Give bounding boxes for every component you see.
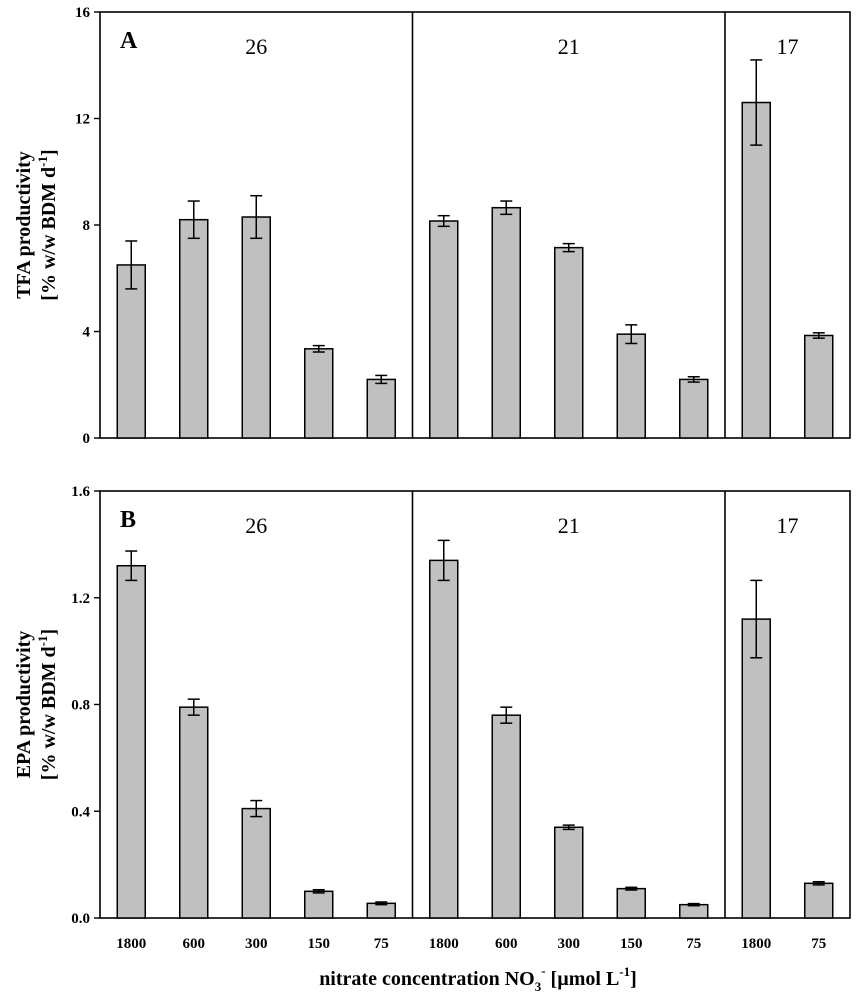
group-label-a-1: 21	[558, 34, 580, 59]
plot-frame-b	[99, 490, 851, 919]
y-tick-label-b-0: 0.0	[71, 911, 90, 927]
bar-a-0-0	[116, 264, 146, 439]
bar-b-1-3	[616, 887, 646, 919]
bar-b-0-3	[304, 890, 334, 919]
y-tick-label-b-1: 0.4	[71, 804, 90, 820]
x-tick-label-0-1: 600	[183, 936, 206, 952]
x-tick-label-2-0: 1800	[741, 936, 771, 952]
bar-a-1-3	[616, 333, 646, 439]
bar-b-0-4	[366, 902, 396, 919]
bar-a-0-3	[304, 348, 334, 439]
panel-label-a: A	[120, 28, 138, 54]
bar-b-2-0	[741, 618, 771, 919]
bar-b-2-1	[804, 882, 834, 919]
bar-a-1-0	[429, 220, 459, 439]
x-tick-label-0-4: 75	[374, 936, 389, 952]
group-label-a-2: 17	[777, 34, 799, 59]
x-tick-label-1-1: 600	[495, 936, 518, 952]
bar-a-1-4	[679, 378, 709, 439]
bar-b-1-1	[491, 714, 521, 919]
panel-b: 0.0 0.4 0.8 1.2 1.6 B EPA productivity [% w/w B…	[13, 484, 851, 952]
bar-a-1-1	[491, 206, 521, 439]
bar-a-1-2	[554, 246, 584, 439]
bar-a-0-2	[241, 216, 271, 439]
bar-b-1-4	[679, 903, 709, 919]
group-label-b-0: 26	[245, 513, 267, 538]
bar-a-0-1	[179, 218, 209, 439]
bar-b-0-1	[179, 706, 209, 919]
group-label-b-1: 21	[558, 513, 580, 538]
bar-a-2-0	[741, 101, 771, 439]
y-tick-label-b-4: 1.6	[71, 484, 90, 500]
bar-a-2-1	[804, 334, 834, 439]
x-tick-label-2-1: 75	[811, 936, 826, 952]
x-tick-label-1-4: 75	[686, 936, 701, 952]
group-label-a-0: 26	[245, 34, 267, 59]
x-tick-label-0-0: 1800	[116, 936, 146, 952]
group-label-b-2: 17	[777, 513, 799, 538]
y-tick-label-b-3: 1.2	[71, 591, 90, 607]
y-tick-label-a-0: 0	[83, 431, 91, 447]
x-tick-label-1-3: 150	[620, 936, 643, 952]
y-axis-title-b: EPA productivity	[13, 631, 35, 779]
y-tick-label-a-2: 8	[83, 218, 91, 234]
y-axis-title-units-a: [% w/w BDM d-1]	[35, 149, 60, 300]
x-tick-label-0-3: 150	[308, 936, 331, 952]
bar-b-1-0	[429, 559, 459, 919]
bar-a-0-4	[366, 378, 396, 439]
y-tick-label-a-1: 4	[83, 325, 91, 341]
bar-b-0-0	[116, 564, 146, 919]
x-axis-title: nitrate concentration NO3- [µmol L-1]	[319, 963, 637, 994]
y-tick-label-b-2: 0.8	[71, 698, 90, 714]
x-tick-label-1-2: 300	[558, 936, 581, 952]
panel-a: 0 4 8 12 16 A TFA productivity [% w/w BDM d-1] 2…	[13, 5, 851, 447]
bar-b-1-2	[554, 826, 584, 919]
x-tick-label-1-0: 1800	[429, 936, 459, 952]
x-tick-label-0-2: 300	[245, 936, 268, 952]
y-axis-title-a: TFA productivity	[13, 151, 35, 299]
bar-b-0-2	[241, 807, 271, 919]
plot-frame-a	[99, 11, 851, 439]
panel-label-b: B	[120, 507, 136, 533]
y-axis-title-units-b: [% w/w BDM d-1]	[35, 629, 60, 780]
y-tick-label-a-4: 16	[75, 5, 91, 21]
y-tick-label-a-3: 12	[75, 112, 90, 128]
